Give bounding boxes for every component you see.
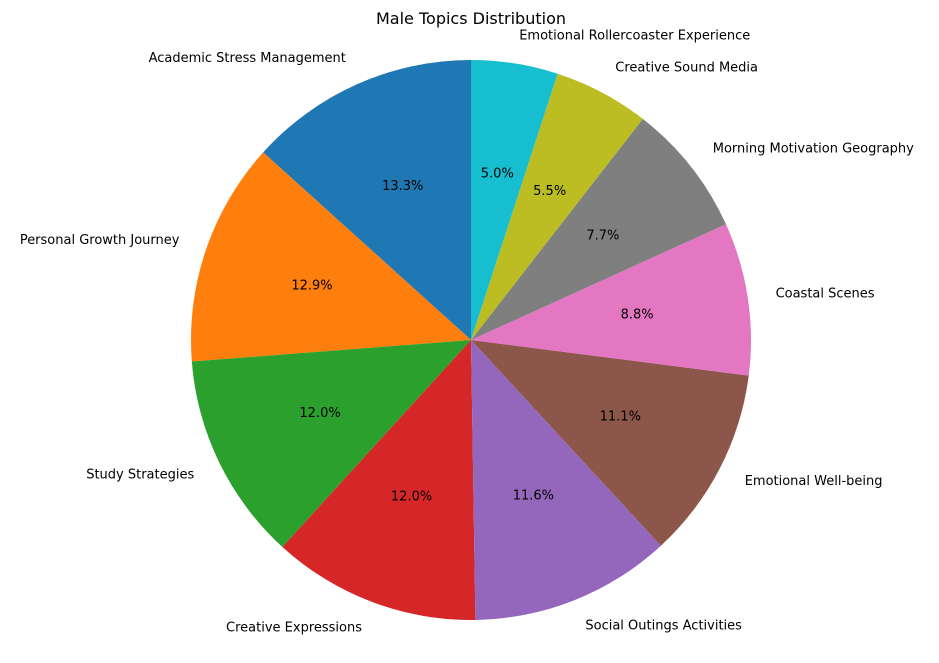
pie-slice [471,340,749,546]
chart-title: Male Topics Distribution [376,9,566,28]
slice-label: Study Strategies [86,468,194,483]
slice-percent-label: 12.0% [391,490,432,505]
slice-label: Coastal Scenes [776,287,875,302]
pie-slice [471,340,661,620]
slice-percent-label: 8.8% [621,307,654,322]
slice-label: Social Outings Activities [585,618,742,633]
slice-percent-label: 5.5% [533,184,566,199]
pie-slice [471,73,643,341]
slice-label: Creative Expressions [226,621,362,636]
slice-percent-label: 5.0% [481,167,514,182]
pie-slice [471,60,558,340]
slice-percent-label: 13.3% [382,179,423,194]
slice-percent-label: 11.1% [600,410,641,425]
slice-percent-label: 12.0% [299,406,340,421]
pie-slice [282,340,476,620]
pie-slice [471,118,726,340]
slice-label: Emotional Rollercoaster Experience [519,28,750,43]
pie-slice [471,224,751,376]
pie-slice [191,152,471,362]
slice-label: Emotional Well-being [745,474,883,489]
slice-percent-label: 7.7% [586,228,619,243]
pie-slice [191,340,472,547]
slice-percent-label: 12.9% [291,278,332,293]
slice-percent-label: 11.6% [513,488,554,503]
pie-slice [263,60,471,340]
slice-label: Creative Sound Media [615,60,758,75]
slice-label: Personal Growth Journey [20,233,180,248]
slice-label: Academic Stress Management [149,51,346,66]
pie-labels: Academic Stress Management 13.3% Personal … [20,28,914,635]
pie-slices [191,60,751,620]
slice-label: Morning Motivation Geography [713,142,914,157]
